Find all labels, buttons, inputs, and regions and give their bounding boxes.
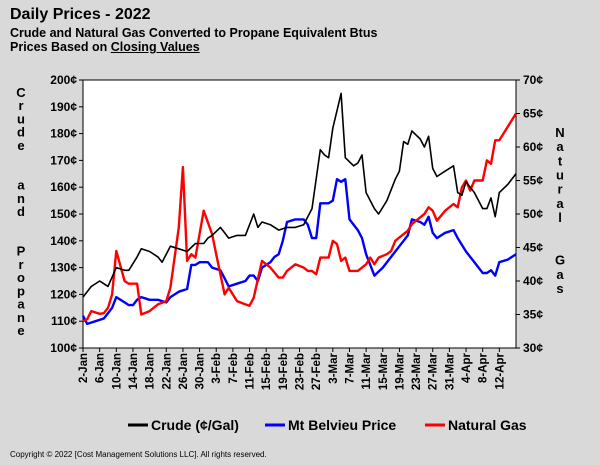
plot-area — [82, 79, 517, 349]
right-tick-label: 55¢ — [523, 174, 543, 188]
x-tick-label: 3-Feb — [211, 353, 223, 384]
left-axis-label-letter: e — [17, 138, 24, 153]
right-axis-label-letter: s — [556, 281, 563, 296]
copyright-notice: Copyright © 2022 [Cost Management Soluti… — [10, 450, 267, 459]
left-axis-label-letter: a — [17, 178, 25, 193]
left-tick-label: 140¢ — [50, 234, 77, 248]
x-tick-label: 15-Feb — [261, 353, 273, 390]
left-axis-label-letter: n — [17, 191, 25, 206]
left-tick-label: 130¢ — [50, 261, 77, 275]
legend-label-natural-gas: Natural Gas — [448, 417, 527, 433]
legend: Crude (¢/Gal) Mt Belvieu Price Natural Gas — [128, 417, 527, 433]
x-tick-label: 7-Feb — [228, 353, 240, 384]
x-tick-label: 8-Apr — [478, 352, 490, 383]
series-line-natural-gas — [82, 112, 518, 323]
right-axis-label-letter: u — [556, 168, 564, 183]
x-tick-label: 14-Jan — [128, 353, 140, 389]
x-tick-label: 3-Mar — [328, 352, 340, 383]
right-axis-ticks: 30¢ 35¢ 40¢ 45¢ 50¢ 55¢ 60¢ 65¢ 70¢ — [516, 73, 543, 355]
right-axis-label-letter: r — [557, 182, 562, 197]
x-tick-label: 27-Mar — [428, 352, 440, 390]
left-tick-label: 150¢ — [50, 207, 77, 221]
x-tick-label: 10-Jan — [111, 353, 123, 389]
left-axis-label-letter: P — [17, 244, 26, 259]
right-tick-label: 45¢ — [523, 241, 543, 255]
basis-closing-values: Closing Values — [110, 40, 200, 54]
left-tick-label: 110¢ — [51, 314, 77, 328]
right-axis-label-letter: a — [556, 196, 564, 211]
left-tick-label: 100¢ — [50, 341, 77, 355]
chart-subtitle: Crude and Natural Gas Converted to Propa… — [10, 26, 378, 40]
right-axis-label-letter: l — [558, 210, 562, 225]
x-tick-label: 11-Mar — [361, 352, 373, 389]
left-tick-label: 120¢ — [50, 287, 77, 301]
x-tick-label: 15-Mar — [378, 352, 390, 390]
x-tick-label: 30-Jan — [195, 353, 207, 389]
left-tick-label: 200¢ — [50, 73, 77, 87]
series-line-mt-belvieu-price — [81, 177, 517, 326]
basis-prefix: Prices Based on — [10, 40, 111, 54]
x-tick-label: 18-Jan — [145, 353, 157, 389]
left-axis-label-letter: e — [17, 323, 24, 338]
left-axis-label-letter: n — [17, 310, 25, 325]
left-tick-label: 170¢ — [50, 153, 77, 167]
left-axis-label-letter: r — [18, 98, 23, 113]
chart-title: Daily Prices - 2022 — [10, 6, 151, 23]
legend-label-mt-belvieu-price: Mt Belvieu Price — [288, 417, 396, 433]
left-tick-label: 160¢ — [50, 180, 77, 194]
x-tick-label: 23-Feb — [295, 353, 307, 390]
right-axis-label-letter: a — [556, 139, 564, 154]
left-axis-label-letter: u — [17, 111, 25, 126]
left-axis-label-letter: d — [17, 125, 25, 140]
left-axis-label-letter: p — [17, 283, 25, 298]
right-axis-label-letter: a — [556, 267, 564, 282]
right-tick-label: 65¢ — [523, 107, 543, 121]
x-tick-label: 2-Jan — [78, 353, 90, 383]
x-tick-label: 12-Apr — [494, 352, 506, 389]
x-tick-label: 6-Jan — [95, 353, 107, 383]
right-tick-label: 35¢ — [523, 308, 543, 322]
left-axis-label-letter: o — [17, 270, 25, 285]
x-tick-label: 22-Jan — [161, 353, 173, 389]
x-tick-label: 11-Feb — [245, 353, 257, 389]
x-tick-label: 19-Mar — [394, 352, 406, 390]
right-tick-label: 70¢ — [523, 73, 543, 87]
x-tick-label: 7-Mar — [344, 352, 356, 383]
right-tick-label: 50¢ — [523, 207, 543, 221]
left-axis-label-letter: r — [18, 257, 23, 272]
chart-subtitle-basis: Prices Based on Closing Values — [10, 40, 200, 54]
legend-label-crude-gal: Crude (¢/Gal) — [151, 417, 239, 433]
left-axis-label-letter: a — [17, 297, 25, 312]
right-axis-label-letter: t — [558, 153, 563, 168]
x-tick-label: 19-Feb — [278, 353, 290, 390]
x-tick-label: 23-Mar — [411, 352, 423, 390]
x-tick-label: 27-Feb — [311, 353, 323, 390]
left-axis-label-letter: d — [17, 204, 25, 219]
left-tick-label: 180¢ — [50, 127, 77, 141]
x-tick-label: 4-Apr — [461, 352, 473, 383]
right-axis-label-letter: N — [555, 125, 564, 140]
right-tick-label: 40¢ — [523, 274, 543, 288]
x-tick-label: 26-Jan — [178, 353, 190, 389]
series-lines — [81, 92, 518, 326]
right-tick-label: 60¢ — [523, 140, 543, 154]
series-line-crude-gal — [82, 92, 517, 298]
x-axis-ticks: 2-Jan 6-Jan 10-Jan 14-Jan 18-Jan 22-Jan 26-Jan… — [78, 348, 506, 390]
left-tick-label: 190¢ — [50, 100, 77, 114]
x-tick-label: 31-Mar — [444, 352, 456, 390]
left-axis-ticks: 100¢ 110¢ 120¢ 130¢ 140¢ 150¢ 160¢ 170¢ 180¢ 190¢… — [50, 73, 83, 355]
right-axis-label-letter: G — [555, 253, 565, 268]
right-tick-label: 30¢ — [523, 341, 543, 355]
left-axis-label-letter: C — [16, 85, 26, 100]
